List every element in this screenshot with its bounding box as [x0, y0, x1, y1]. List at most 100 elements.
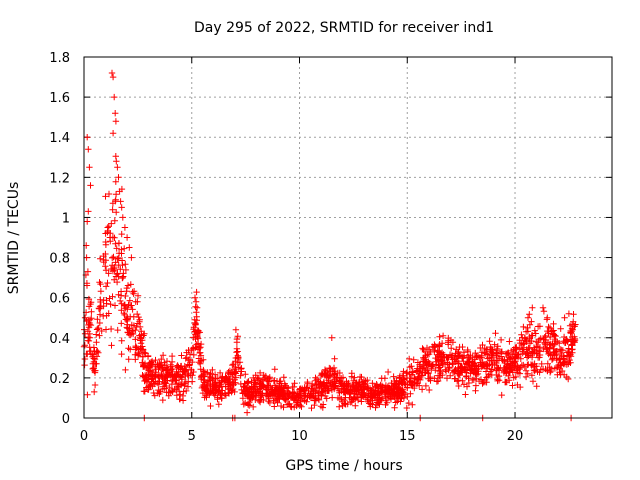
data-point [318, 371, 325, 378]
data-point [443, 375, 451, 382]
data-point [85, 303, 93, 310]
data-point [94, 325, 102, 332]
data-point [407, 390, 414, 397]
data-point [178, 374, 185, 381]
data-point [117, 266, 124, 273]
data-point [259, 390, 266, 397]
data-point [124, 282, 132, 289]
data-point [353, 379, 360, 386]
data-point [315, 395, 322, 403]
data-point [566, 349, 573, 357]
data-point [334, 394, 342, 401]
data-point [174, 383, 181, 391]
data-point [484, 351, 491, 358]
data-point [376, 383, 384, 390]
data-point [570, 337, 577, 345]
data-point [144, 364, 152, 371]
data-point [403, 374, 411, 382]
data-point [93, 331, 100, 338]
data-point [104, 279, 111, 287]
data-point [84, 134, 91, 141]
data-point [112, 196, 119, 203]
data-point [194, 346, 202, 353]
data-point [209, 375, 216, 382]
data-point [190, 324, 198, 331]
data-point [161, 362, 168, 369]
data-point [102, 193, 109, 200]
data-point [151, 380, 158, 388]
data-point [155, 386, 162, 394]
data-point [352, 402, 359, 409]
data-point [399, 386, 406, 393]
data-point [300, 393, 307, 400]
data-point [126, 244, 133, 251]
data-point [163, 358, 171, 365]
data-point [109, 73, 117, 81]
data-point [216, 386, 223, 394]
data-point [462, 366, 469, 373]
data-point [173, 386, 180, 394]
data-point [194, 335, 202, 342]
data-point [378, 389, 385, 396]
y-tick-label: 1 [62, 211, 70, 226]
data-point [198, 372, 206, 379]
data-point [189, 378, 196, 385]
data-point [242, 384, 249, 391]
data-point [191, 294, 199, 301]
data-point [234, 352, 241, 359]
data-point [524, 370, 531, 377]
data-point [298, 403, 305, 410]
data-point [540, 345, 547, 353]
data-point [336, 403, 343, 410]
data-point [311, 397, 318, 404]
data-point [518, 331, 525, 338]
data-point [130, 322, 138, 329]
data-point [102, 267, 110, 274]
data-point [147, 367, 155, 374]
data-point [98, 327, 105, 335]
data-point [528, 318, 535, 325]
data-point [496, 355, 503, 362]
data-point [271, 377, 278, 384]
data-point [414, 375, 422, 382]
data-point [190, 334, 197, 341]
data-point [556, 365, 564, 373]
data-point [206, 373, 213, 380]
data-point [419, 364, 427, 372]
data-point [81, 330, 89, 337]
data-point [168, 352, 176, 360]
data-point [537, 335, 544, 342]
data-point [199, 382, 206, 390]
data-point [406, 355, 413, 363]
data-point [350, 394, 357, 402]
data-point [109, 254, 116, 262]
data-point [464, 348, 472, 355]
data-point [87, 182, 94, 189]
data-point [530, 366, 538, 374]
data-point [132, 298, 139, 305]
data-point [109, 200, 117, 207]
data-point [250, 403, 257, 411]
data-point [409, 368, 416, 375]
data-point [475, 377, 483, 385]
data-point [477, 354, 484, 361]
scatter-points [80, 69, 579, 422]
data-point [506, 338, 513, 345]
data-point [178, 352, 185, 359]
data-point [105, 190, 113, 198]
data-point [242, 371, 249, 378]
data-point [254, 374, 261, 382]
data-point [186, 357, 194, 364]
data-point [144, 386, 152, 393]
data-point [117, 198, 124, 205]
data-point [233, 339, 241, 346]
data-point [322, 392, 329, 400]
data-point [141, 374, 148, 381]
data-point [484, 365, 491, 372]
data-point [451, 375, 458, 382]
data-point [97, 296, 104, 303]
data-point [326, 372, 333, 380]
data-point [391, 404, 398, 411]
data-point [418, 386, 426, 393]
